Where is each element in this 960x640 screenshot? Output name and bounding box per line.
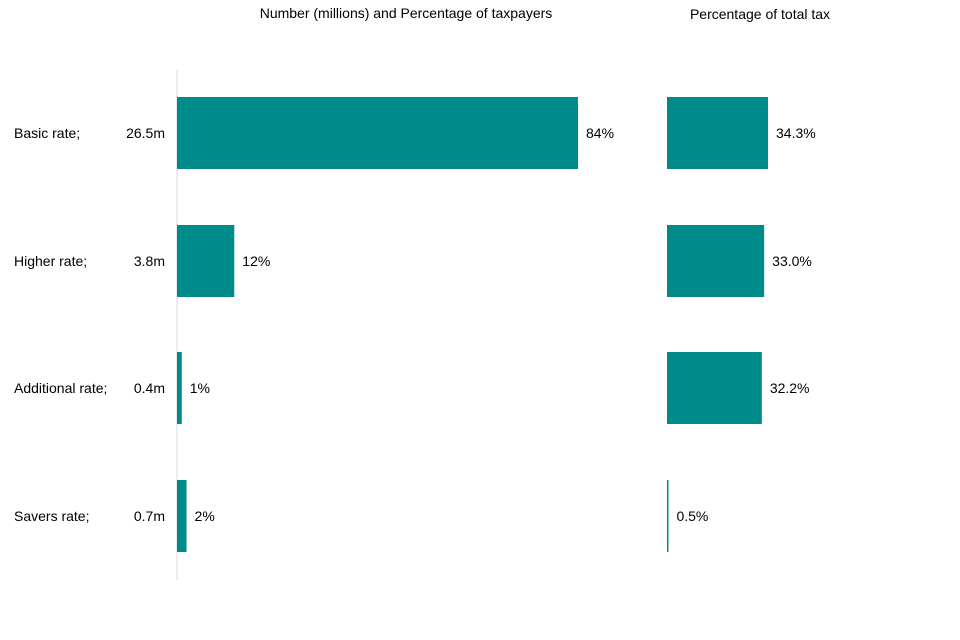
category-label: Higher rate; — [14, 253, 87, 269]
category-label: Savers rate; — [14, 508, 89, 524]
panel-1-title: Number (millions) and Percentage of taxp… — [260, 5, 553, 21]
panel-1-value-label: 84% — [586, 125, 614, 141]
category-label: Basic rate; — [14, 125, 80, 141]
panel-2-bar — [667, 352, 762, 424]
panel-2-bar — [667, 225, 765, 297]
panel-1-bar — [177, 480, 187, 552]
panel-1-value-label: 12% — [242, 253, 270, 269]
chart-rows: Basic rate; 26.5m 84% 34.3% Higher rate; 3.8m… — [14, 97, 816, 552]
category-label: Additional rate; — [14, 380, 107, 396]
panel-2-bar — [667, 480, 669, 552]
count-label: 0.7m — [134, 508, 165, 524]
panel-1-value-label: 1% — [190, 380, 210, 396]
panel-1-bar — [177, 225, 235, 297]
count-label: 3.8m — [134, 253, 165, 269]
panel-2-value-label: 32.2% — [770, 380, 810, 396]
panel-2-title: Percentage of total tax — [690, 6, 830, 22]
panel-1-bar — [177, 97, 578, 169]
panel-2-value-label: 33.0% — [772, 253, 812, 269]
count-label: 0.4m — [134, 380, 165, 396]
panel-2-value-label: 34.3% — [776, 125, 816, 141]
count-label: 26.5m — [126, 125, 165, 141]
panel-2-bar — [667, 97, 768, 169]
panel-1-bar — [177, 352, 182, 424]
panel-1-value-label: 2% — [195, 508, 215, 524]
panel-2-value-label: 0.5% — [676, 508, 708, 524]
